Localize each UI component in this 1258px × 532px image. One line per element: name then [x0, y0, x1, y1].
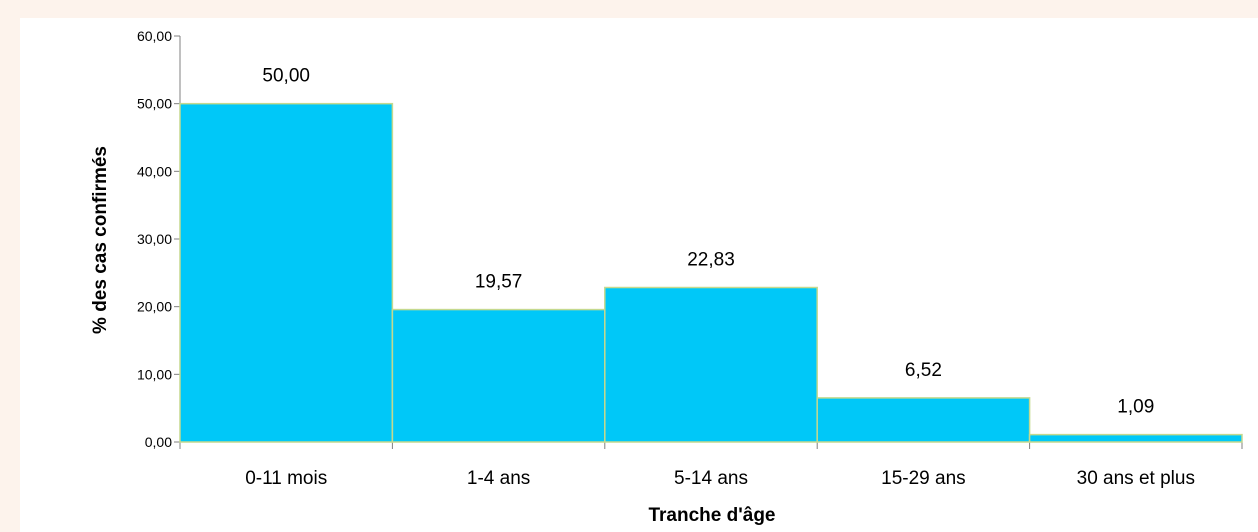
bar-value-label: 50,00	[262, 66, 310, 87]
x-tick-label: 15-29 ans	[881, 468, 966, 489]
x-axis-title: Tranche d'âge	[648, 505, 775, 526]
bar	[604, 286, 818, 443]
y-tick-label: 60,00	[137, 28, 172, 44]
x-tick-label: 30 ans et plus	[1077, 468, 1195, 489]
y-tick-label: 40,00	[137, 163, 172, 179]
cropped-caption-strip	[0, 0, 1258, 18]
bar	[816, 397, 1031, 443]
bar-value-label: 19,57	[475, 272, 523, 293]
bar	[179, 102, 394, 443]
y-tick-label: 10,00	[137, 366, 172, 382]
x-axis: 0-11 mois 1-4 ans 5-14 ans 15-29 ans 30 ans …	[179, 441, 1243, 489]
x-tick-label: 0-11 mois	[245, 468, 327, 489]
y-axis-title: % des cas confirmés	[90, 146, 111, 334]
bar	[391, 308, 606, 443]
y-tick-label: 20,00	[137, 299, 172, 315]
x-tick-label: 5-14 ans	[674, 468, 748, 489]
bar	[1028, 433, 1243, 443]
value-labels: 50,00 19,57 22,83 6,52 1,09	[262, 66, 1154, 418]
bars	[179, 102, 1243, 443]
bar-value-label: 22,83	[687, 250, 735, 271]
y-tick-label: 0,00	[145, 434, 172, 450]
y-axis: 0,00 10,00 20,00 30,00 40,00 50,00 60,00	[137, 28, 181, 450]
x-tick-label: 1-4 ans	[467, 468, 530, 489]
y-tick-label: 50,00	[137, 96, 172, 112]
y-tick-label: 30,00	[137, 231, 172, 247]
bar-value-label: 1,09	[1117, 397, 1154, 418]
bar-value-label: 6,52	[905, 360, 942, 381]
